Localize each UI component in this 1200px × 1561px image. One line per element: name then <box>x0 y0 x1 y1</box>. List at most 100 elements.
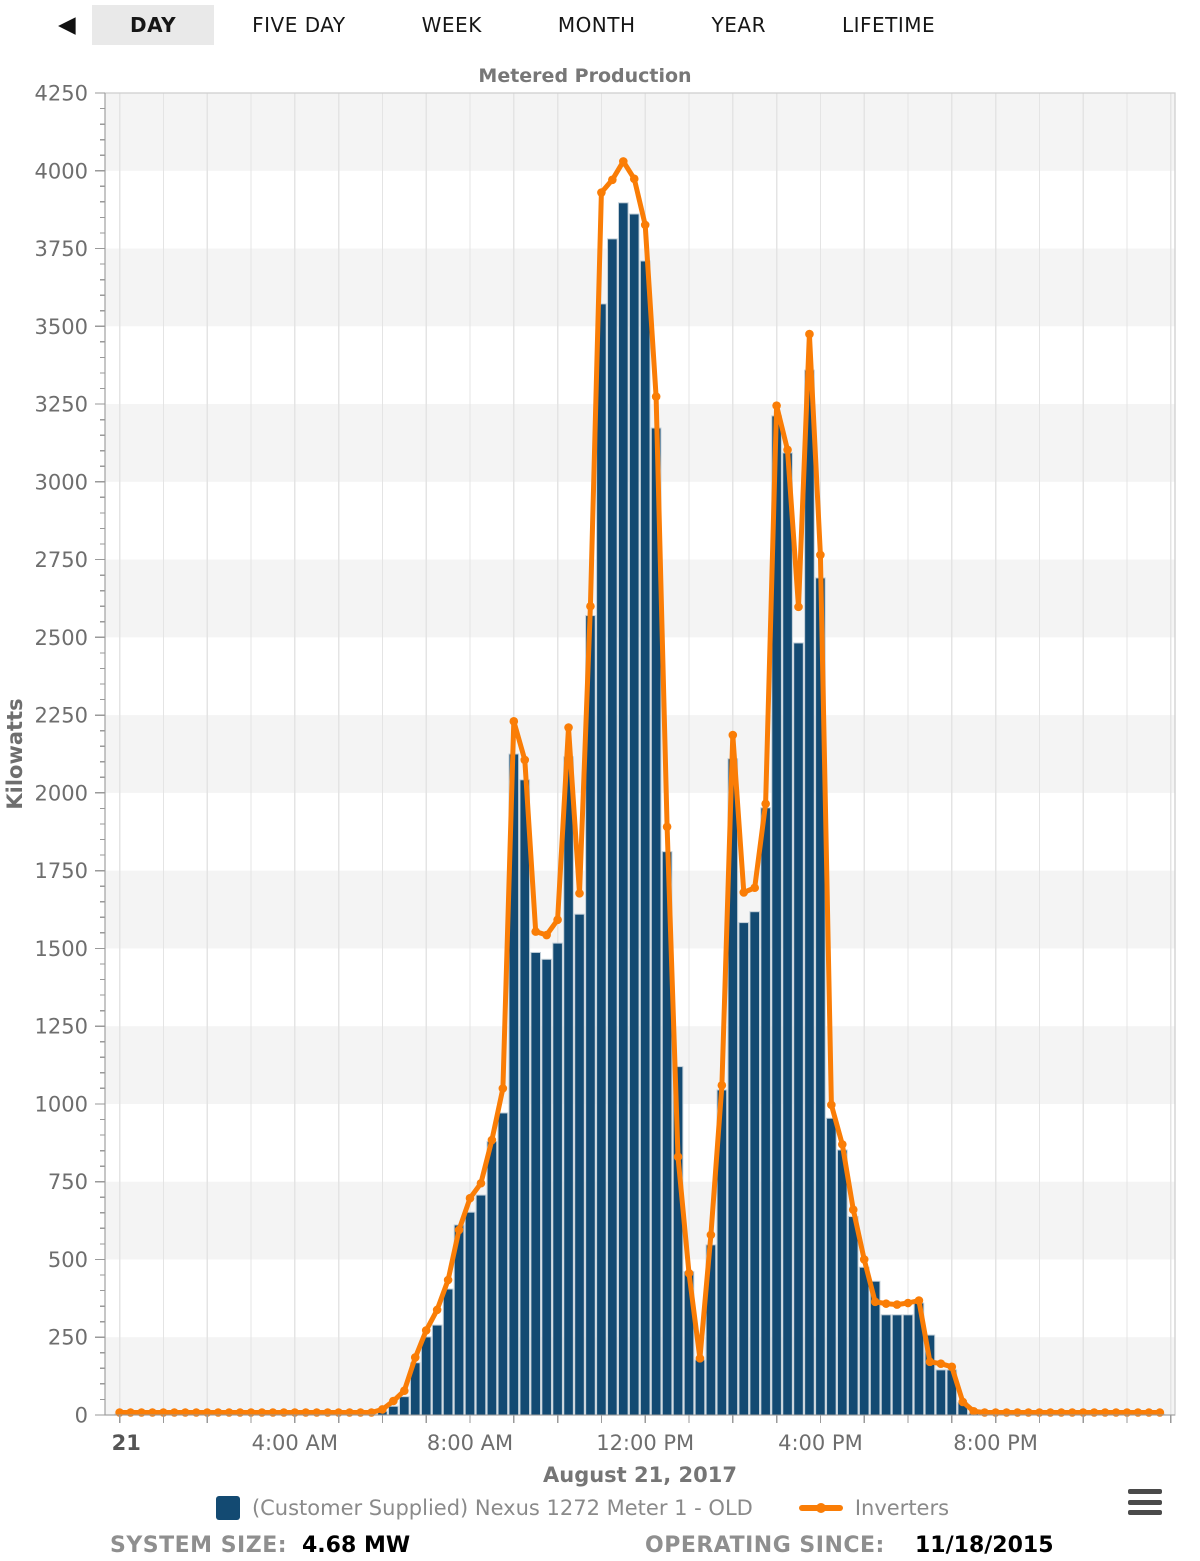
meter-bar[interactable] <box>935 1369 947 1416</box>
inverters-point[interactable] <box>772 401 781 410</box>
inverters-point[interactable] <box>684 1268 694 1278</box>
meter-bar[interactable] <box>388 1405 399 1416</box>
inverters-point[interactable] <box>805 329 814 339</box>
inverters-point[interactable] <box>750 883 759 893</box>
inverters-point[interactable] <box>531 927 540 936</box>
meter-bar[interactable] <box>530 951 542 1416</box>
meter-bar[interactable] <box>826 1117 837 1416</box>
meter-bar[interactable] <box>552 942 563 1416</box>
inverters-point[interactable] <box>717 1080 727 1090</box>
inverters-point[interactable] <box>421 1326 431 1335</box>
meter-bar[interactable] <box>442 1288 454 1416</box>
inverters-point[interactable] <box>881 1299 891 1308</box>
inverters-point[interactable] <box>454 1225 464 1235</box>
inverters-point[interactable] <box>542 930 551 940</box>
meter-bar[interactable] <box>847 1216 859 1416</box>
inverters-point[interactable] <box>859 1255 869 1264</box>
inverters-point[interactable] <box>498 1084 508 1093</box>
meter-bar[interactable] <box>628 213 640 1416</box>
inverters-point[interactable] <box>640 220 650 230</box>
meter-bar[interactable] <box>793 642 804 1416</box>
inverters-point[interactable] <box>520 755 530 765</box>
back-button[interactable]: ◀ <box>58 9 76 41</box>
inverters-point[interactable] <box>575 889 584 898</box>
legend-item-inverters[interactable]: Inverters <box>798 1496 949 1520</box>
inverters-point[interactable] <box>564 723 573 732</box>
tab-five-day[interactable]: FIVE DAY <box>252 13 346 37</box>
inverters-point[interactable] <box>487 1135 497 1145</box>
meter-bar[interactable] <box>497 1112 509 1416</box>
meter-bar[interactable] <box>639 260 651 1416</box>
inverters-point[interactable] <box>476 1178 486 1188</box>
inverters-point[interactable] <box>816 550 825 560</box>
meter-bar[interactable] <box>858 1266 870 1416</box>
inverters-point[interactable] <box>936 1359 946 1368</box>
inverters-point[interactable] <box>619 157 628 166</box>
meter-bar[interactable] <box>694 1359 706 1416</box>
legend-item-meter[interactable]: (Customer Supplied) Nexus 1272 Meter 1 -… <box>215 1496 753 1520</box>
inverters-point[interactable] <box>739 888 749 897</box>
inverters-point[interactable] <box>553 915 562 925</box>
inverters-point[interactable] <box>958 1397 968 1407</box>
inverters-point[interactable] <box>783 445 792 455</box>
inverters-point[interactable] <box>651 392 661 401</box>
inverters-point[interactable] <box>400 1386 409 1396</box>
inverters-point[interactable] <box>389 1396 398 1406</box>
tab-month[interactable]: MONTH <box>557 13 636 37</box>
inverters-point[interactable] <box>432 1305 442 1315</box>
meter-bar[interactable] <box>738 922 750 1416</box>
chart-context-menu-button[interactable] <box>1128 1489 1162 1515</box>
meter-bar[interactable] <box>475 1194 487 1416</box>
tab-day[interactable]: DAY <box>92 5 215 45</box>
inverters-point[interactable] <box>608 175 617 185</box>
meter-bar[interactable] <box>486 1141 498 1416</box>
inverters-point[interactable] <box>410 1353 420 1362</box>
inverters-point[interactable] <box>827 1100 836 1110</box>
meter-bar[interactable] <box>464 1211 476 1416</box>
inverters-point[interactable] <box>673 1152 683 1162</box>
meter-bar[interactable] <box>420 1336 432 1416</box>
meter-bar[interactable] <box>519 779 531 1416</box>
meter-bar[interactable] <box>749 911 761 1416</box>
inverters-point[interactable] <box>838 1140 847 1149</box>
meter-bar[interactable] <box>596 303 607 1416</box>
meter-bar[interactable] <box>880 1314 892 1416</box>
inverters-point[interactable] <box>695 1354 705 1363</box>
inverters-point[interactable] <box>465 1193 475 1203</box>
inverters-point[interactable] <box>947 1362 957 1372</box>
meter-bar[interactable] <box>837 1149 848 1416</box>
meter-bar[interactable] <box>804 369 815 1416</box>
inverters-point[interactable] <box>794 602 803 612</box>
inverters-point[interactable] <box>728 730 738 740</box>
meter-bar[interactable] <box>902 1314 914 1416</box>
inverters-point[interactable] <box>925 1357 935 1367</box>
meter-bar[interactable] <box>541 958 552 1416</box>
meter-bar[interactable] <box>891 1314 903 1416</box>
tab-lifetime[interactable]: LIFETIME <box>841 13 936 37</box>
inverters-point[interactable] <box>629 174 639 184</box>
inverters-point[interactable] <box>892 1300 902 1309</box>
inverters-point[interactable] <box>914 1296 924 1305</box>
inverters-point[interactable] <box>969 1406 978 1416</box>
meter-bar[interactable] <box>760 807 771 1416</box>
inverters-point[interactable] <box>706 1230 716 1240</box>
meter-bar[interactable] <box>399 1396 410 1416</box>
inverters-point[interactable] <box>586 601 595 611</box>
meter-bar[interactable] <box>574 913 585 1416</box>
tab-year[interactable]: YEAR <box>711 13 766 37</box>
inverters-point[interactable] <box>662 822 672 832</box>
tab-week[interactable]: WEEK <box>421 13 482 37</box>
meter-bar[interactable] <box>607 238 618 1416</box>
inverters-point[interactable] <box>597 188 606 197</box>
inverters-point[interactable] <box>848 1205 858 1215</box>
meter-bar[interactable] <box>782 452 793 1416</box>
inverters-point[interactable] <box>443 1275 453 1285</box>
inverters-point[interactable] <box>870 1297 880 1307</box>
meter-bar[interactable] <box>563 756 574 1416</box>
meter-bar[interactable] <box>431 1324 443 1416</box>
inverters-point[interactable] <box>378 1405 387 1414</box>
inverters-point[interactable] <box>761 799 770 809</box>
inverters-point[interactable] <box>509 717 519 726</box>
inverters-point[interactable] <box>903 1298 913 1308</box>
meter-bar[interactable] <box>618 202 629 1416</box>
